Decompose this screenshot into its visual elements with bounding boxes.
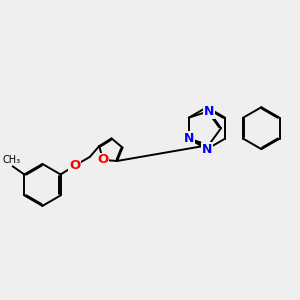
Text: O: O — [97, 153, 108, 167]
Text: N: N — [202, 142, 212, 156]
Text: N: N — [203, 105, 214, 118]
Text: O: O — [69, 159, 80, 172]
Text: CH₃: CH₃ — [2, 154, 20, 165]
Text: N: N — [184, 132, 194, 145]
